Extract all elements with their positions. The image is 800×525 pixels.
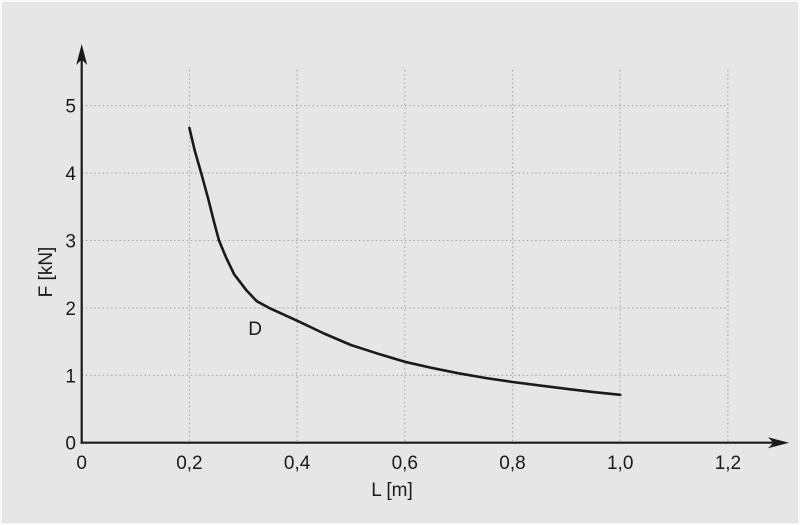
- y-axis-arrowhead-icon: [76, 44, 88, 65]
- x-axis-arrowhead-icon: [768, 437, 789, 449]
- gridlines: [81, 70, 729, 443]
- series-label-D: D: [248, 319, 262, 340]
- x-tick-label: 0,2: [176, 453, 202, 474]
- y-tick-label: 0: [65, 434, 76, 455]
- tick-labels: 0 0,2 0,4 0,6 0,8 1,0 1,2 0 1 2 3 4 5: [65, 97, 741, 474]
- x-tick-label: 0: [76, 453, 87, 474]
- axes: [76, 44, 789, 449]
- y-tick-label: 4: [65, 164, 76, 185]
- y-tick-label: 2: [65, 299, 76, 320]
- x-tick-label: 1,0: [607, 453, 633, 474]
- y-tick-label: 1: [65, 366, 76, 387]
- x-tick-label: 0,8: [499, 453, 525, 474]
- x-axis-title: L [m]: [371, 480, 413, 501]
- y-axis-title: F [kN]: [36, 247, 57, 298]
- y-tick-label: 3: [65, 232, 76, 253]
- y-tick-label: 5: [65, 97, 76, 118]
- curve-D: [188, 126, 622, 397]
- x-tick-label: 1,2: [715, 453, 741, 474]
- x-tick-label: 0,4: [284, 453, 311, 474]
- x-tick-label: 0,6: [392, 453, 418, 474]
